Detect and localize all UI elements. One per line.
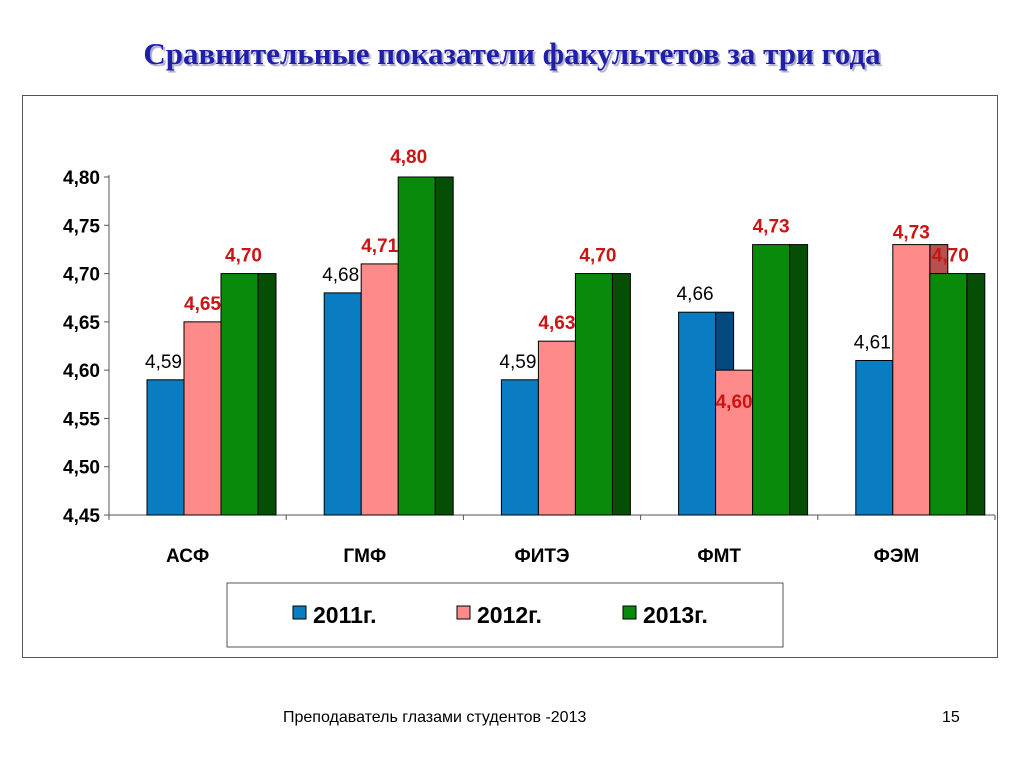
bar <box>715 369 754 516</box>
chart-frame: 4,45 4,50 4,55 4,60 4,65 4,70 4,75 4,80 4,59 4,65… <box>22 95 998 658</box>
bar <box>574 273 613 516</box>
bar-side <box>789 244 809 516</box>
legend-box <box>226 582 784 648</box>
bar <box>183 321 222 516</box>
data-label: 4,71 <box>361 236 398 257</box>
bar <box>855 359 894 516</box>
legend-swatch <box>622 605 637 620</box>
data-label: 4,68 <box>322 265 359 286</box>
bar <box>146 379 185 516</box>
bar <box>220 273 259 516</box>
page-number: 15 <box>942 709 960 726</box>
bar <box>323 292 362 516</box>
footer-text: Преподаватель глазами студентов -2013 <box>283 709 587 726</box>
data-label: 4,60 <box>716 392 753 413</box>
y-tick-label: 4,60 <box>63 361 100 382</box>
data-label: 4,59 <box>499 352 536 373</box>
bar-side <box>434 176 454 516</box>
category-label: АСФ <box>166 546 209 567</box>
slide-title: Сравнительные показатели факультетов за … <box>143 36 881 71</box>
y-tick-label: 4,70 <box>63 265 100 286</box>
bar <box>537 340 576 516</box>
data-label: 4,80 <box>390 147 427 168</box>
legend-label: 2011г. <box>313 602 377 628</box>
legend-swatch <box>456 605 471 620</box>
legend-label: 2012г. <box>477 602 542 628</box>
data-label: 4,63 <box>538 313 575 334</box>
bar-chart: 4,45 4,50 4,55 4,60 4,65 4,70 4,75 4,80 4,59 4,65… <box>63 147 996 648</box>
bar <box>929 273 968 516</box>
bar <box>500 379 539 516</box>
y-tick-label: 4,45 <box>63 506 100 527</box>
bar <box>678 311 717 516</box>
data-label: 4,70 <box>225 246 262 267</box>
data-label: 4,70 <box>579 246 616 267</box>
bar-side <box>257 273 277 516</box>
y-tick-label: 4,65 <box>63 313 100 334</box>
category-label: ФМТ <box>697 546 741 567</box>
legend-swatch <box>292 605 307 620</box>
bar <box>892 244 931 516</box>
category-label: ФЭМ <box>874 546 920 567</box>
y-tick-label: 4,75 <box>63 216 100 237</box>
category-label: ГМФ <box>343 546 386 567</box>
bar-side <box>611 273 631 516</box>
bar <box>752 244 791 516</box>
data-label: 4,61 <box>854 332 891 353</box>
category-label: ФИТЭ <box>515 546 570 567</box>
bar-side <box>966 273 986 516</box>
y-tick-label: 4,55 <box>63 409 100 430</box>
data-label: 4,59 <box>145 352 182 373</box>
data-label: 4,73 <box>753 217 790 238</box>
data-label: 4,70 <box>932 246 969 267</box>
legend-label: 2013г. <box>643 602 708 628</box>
data-label: 4,66 <box>677 284 714 305</box>
y-tick-label: 4,50 <box>63 458 100 479</box>
y-tick-label: 4,80 <box>63 168 100 189</box>
bar <box>397 176 436 516</box>
bar <box>360 263 399 516</box>
data-label: 4,73 <box>893 223 930 244</box>
data-label: 4,65 <box>184 294 221 315</box>
